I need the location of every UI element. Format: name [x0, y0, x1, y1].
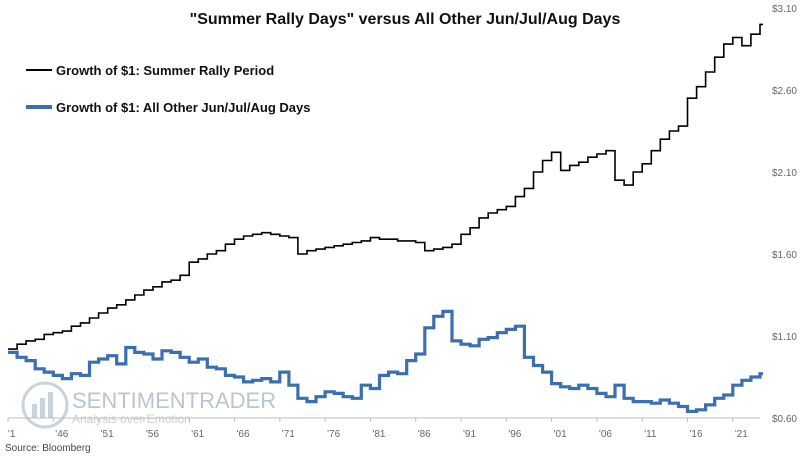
- y-tick-label: $0.60: [772, 414, 797, 425]
- legend: Growth of $1: Summer Rally Period Growth…: [26, 63, 311, 115]
- series-line-summer-rally: [8, 23, 763, 350]
- x-axis: '1 '46 '51 '56 '61 '66 '71 '76 '81 '86 '91 '96 '01 '0…: [7, 417, 760, 440]
- series-layer: [8, 23, 763, 413]
- y-tick-label: $1.60: [772, 250, 797, 261]
- x-tick-label: '91: [463, 429, 476, 440]
- x-tick-label: '56: [146, 429, 159, 440]
- x-tick-label: '66: [237, 429, 250, 440]
- watermark: SENTIMENTRADER Analysis over Emotion: [21, 381, 276, 429]
- x-tick-label: '11: [644, 429, 657, 440]
- x-tick-label: '61: [191, 429, 204, 440]
- x-tick-label: '21: [735, 429, 748, 440]
- watermark-brand: SENTIMENTRADER: [72, 388, 276, 413]
- x-tick-label: '1: [8, 429, 16, 440]
- series-line-other-days: [8, 309, 763, 413]
- x-tick-label: '76: [327, 429, 340, 440]
- source-note: Source: Bloomberg: [5, 443, 91, 454]
- legend-label-summer-rally: Growth of $1: Summer Rally Period: [56, 63, 274, 78]
- x-tick-label: '06: [599, 429, 612, 440]
- x-tick-label: '01: [554, 429, 567, 440]
- chart-title: "Summer Rally Days" versus All Other Jun…: [190, 11, 621, 28]
- y-axis: $0.60 $1.10 $1.60 $2.10 $2.60 $3.10: [772, 4, 797, 425]
- x-tick-label: '86: [418, 429, 431, 440]
- x-tick-label: '81: [372, 429, 385, 440]
- x-tick-label: '46: [55, 429, 68, 440]
- x-tick-label: '71: [282, 429, 295, 440]
- y-tick-label: $3.10: [772, 4, 797, 15]
- y-tick-label: $1.10: [772, 332, 797, 343]
- y-tick-label: $2.10: [772, 168, 797, 179]
- watermark-tagline: Analysis over Emotion: [72, 412, 191, 426]
- y-tick-label: $2.60: [772, 86, 797, 97]
- legend-label-other-days: Growth of $1: All Other Jun/Jul/Aug Days: [56, 100, 311, 115]
- watermark-logo-icon: [21, 381, 69, 429]
- x-tick-label: '96: [508, 429, 521, 440]
- x-tick-label: '51: [101, 429, 114, 440]
- x-tick-label: '16: [690, 429, 703, 440]
